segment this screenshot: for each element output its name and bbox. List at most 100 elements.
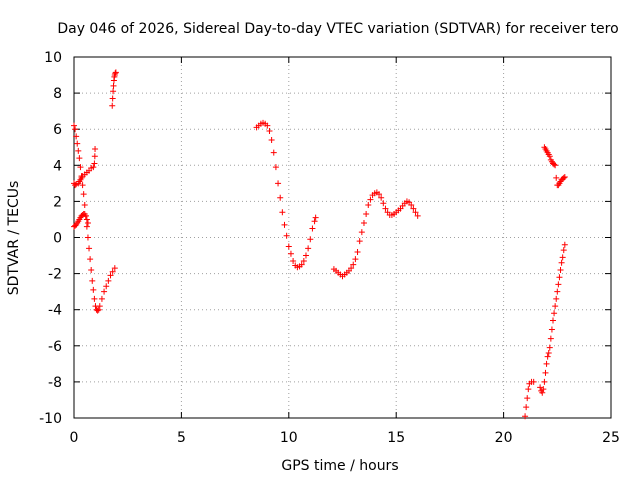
data-point bbox=[376, 191, 383, 198]
data-point bbox=[558, 259, 565, 266]
data-point bbox=[307, 236, 314, 243]
data-point bbox=[410, 205, 417, 212]
data-point bbox=[270, 149, 277, 156]
data-point bbox=[412, 209, 419, 216]
data-point bbox=[552, 303, 559, 310]
series-arc-1a bbox=[71, 122, 118, 314]
data-point bbox=[312, 214, 319, 221]
data-point bbox=[72, 126, 79, 133]
data-point bbox=[523, 404, 530, 411]
data-point bbox=[94, 307, 101, 314]
data-point bbox=[561, 241, 568, 248]
y-tick-label: -10 bbox=[39, 411, 62, 427]
data-point bbox=[539, 389, 546, 396]
data-point bbox=[76, 155, 83, 162]
data-point bbox=[91, 160, 98, 167]
data-point bbox=[281, 221, 288, 228]
y-tick-label: 0 bbox=[53, 231, 62, 247]
data-point bbox=[545, 350, 552, 357]
y-tick-label: -4 bbox=[48, 303, 62, 319]
data-point bbox=[107, 272, 114, 279]
data-point bbox=[365, 202, 372, 209]
series-arc-1b bbox=[71, 146, 99, 189]
data-point bbox=[109, 95, 116, 102]
y-tick-label: 2 bbox=[53, 194, 62, 210]
x-tick-label: 0 bbox=[70, 430, 79, 446]
data-point bbox=[285, 243, 292, 250]
data-point bbox=[522, 413, 529, 420]
data-point bbox=[110, 88, 117, 95]
data-point bbox=[354, 248, 361, 255]
data-point bbox=[552, 162, 559, 169]
x-tick-label: 5 bbox=[177, 430, 186, 446]
data-point bbox=[290, 257, 297, 264]
data-point bbox=[277, 194, 284, 201]
series-arc-2 bbox=[253, 119, 319, 271]
data-point bbox=[543, 360, 550, 367]
data-point bbox=[112, 70, 119, 77]
data-point bbox=[541, 378, 548, 385]
y-tick-label: 6 bbox=[53, 122, 62, 138]
data-point bbox=[268, 137, 275, 144]
data-point bbox=[378, 194, 385, 201]
data-point bbox=[557, 266, 564, 273]
data-point bbox=[77, 164, 84, 171]
data-point bbox=[547, 335, 554, 342]
y-tick-label: -6 bbox=[48, 339, 62, 355]
data-point bbox=[87, 256, 94, 263]
data-point bbox=[105, 277, 112, 284]
data-point bbox=[264, 122, 271, 129]
series-arc-1d bbox=[109, 69, 119, 109]
data-point bbox=[90, 286, 97, 293]
data-point bbox=[305, 245, 312, 252]
data-point bbox=[540, 386, 547, 393]
data-point bbox=[109, 102, 116, 109]
data-point bbox=[546, 153, 553, 160]
data-point bbox=[546, 344, 553, 351]
data-point bbox=[90, 164, 97, 171]
data-point bbox=[84, 220, 91, 227]
data-point bbox=[82, 212, 89, 219]
data-point bbox=[287, 250, 294, 257]
data-point bbox=[111, 265, 118, 272]
data-point bbox=[101, 288, 108, 295]
x-tick-label: 20 bbox=[495, 430, 513, 446]
data-point bbox=[367, 196, 374, 203]
x-tick-labels: 0 5 10 15 20 25 bbox=[70, 430, 620, 446]
y-tick-label: -2 bbox=[48, 267, 62, 283]
data-point bbox=[530, 378, 537, 385]
data-point bbox=[561, 174, 568, 181]
data-point bbox=[556, 274, 563, 281]
data-point bbox=[382, 205, 389, 212]
data-point bbox=[88, 266, 95, 273]
data-point bbox=[544, 353, 551, 360]
data-point bbox=[81, 202, 88, 209]
data-point bbox=[92, 146, 99, 153]
y-tick-label: -8 bbox=[48, 375, 62, 391]
data-point bbox=[300, 257, 307, 264]
data-point bbox=[86, 245, 93, 252]
data-point bbox=[350, 261, 357, 268]
data-point bbox=[75, 147, 82, 154]
data-point bbox=[559, 254, 566, 261]
data-point bbox=[91, 295, 98, 302]
data-point bbox=[550, 317, 557, 324]
data-point bbox=[283, 232, 290, 239]
data-point bbox=[380, 200, 387, 207]
data-point bbox=[279, 209, 286, 216]
data-point bbox=[80, 191, 87, 198]
series-arc-3 bbox=[330, 189, 421, 280]
data-point bbox=[525, 386, 532, 393]
data-point bbox=[309, 225, 316, 232]
data-point bbox=[363, 211, 370, 218]
data-point bbox=[348, 265, 355, 272]
data-point bbox=[553, 174, 560, 181]
y-axis-label: SDTVAR / TECUs bbox=[6, 181, 22, 296]
data-point bbox=[553, 295, 560, 302]
data-point bbox=[73, 133, 80, 140]
data-point bbox=[91, 153, 98, 160]
data-point bbox=[95, 306, 102, 313]
data-point bbox=[360, 220, 367, 227]
data-point bbox=[298, 261, 305, 268]
